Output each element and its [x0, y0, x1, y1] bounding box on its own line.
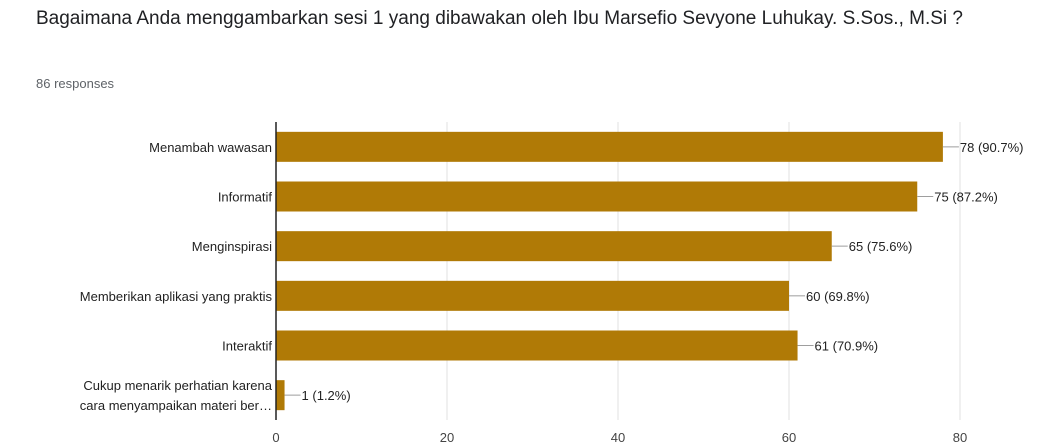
value-label-5: 1 (1.2%)	[302, 388, 351, 403]
bar-3	[276, 280, 789, 311]
x-tick-label-2: 40	[611, 430, 625, 445]
response-count: 86 responses	[36, 76, 115, 91]
category-label-1: Informatif	[218, 190, 273, 205]
bar-4	[276, 330, 798, 361]
value-label-2: 65 (75.6%)	[849, 239, 913, 254]
question-title: Bagaimana Anda menggambarkan sesi 1 yang…	[36, 8, 963, 29]
value-label-3: 60 (69.8%)	[806, 289, 870, 304]
category-label-5-line-1: cara menyampaikan materi ber…	[80, 398, 272, 413]
bar-5	[276, 380, 285, 411]
x-tick-label-0: 0	[272, 430, 279, 445]
bar-0	[276, 131, 943, 162]
bar-2	[276, 231, 832, 262]
value-label-0: 78 (90.7%)	[960, 140, 1024, 155]
category-label-4: Interaktif	[222, 339, 272, 354]
value-label-4: 61 (70.9%)	[815, 339, 879, 354]
bar-1	[276, 181, 918, 212]
x-tick-label-3: 60	[782, 430, 796, 445]
category-label-3: Memberikan aplikasi yang praktis	[80, 289, 273, 304]
x-tick-label-1: 20	[440, 430, 454, 445]
category-label-2: Menginspirasi	[192, 239, 272, 254]
value-label-1: 75 (87.2%)	[934, 190, 998, 205]
x-tick-label-4: 80	[953, 430, 967, 445]
category-label-0: Menambah wawasan	[149, 140, 272, 155]
category-label-5-line-0: Cukup menarik perhatian karena	[83, 378, 272, 393]
